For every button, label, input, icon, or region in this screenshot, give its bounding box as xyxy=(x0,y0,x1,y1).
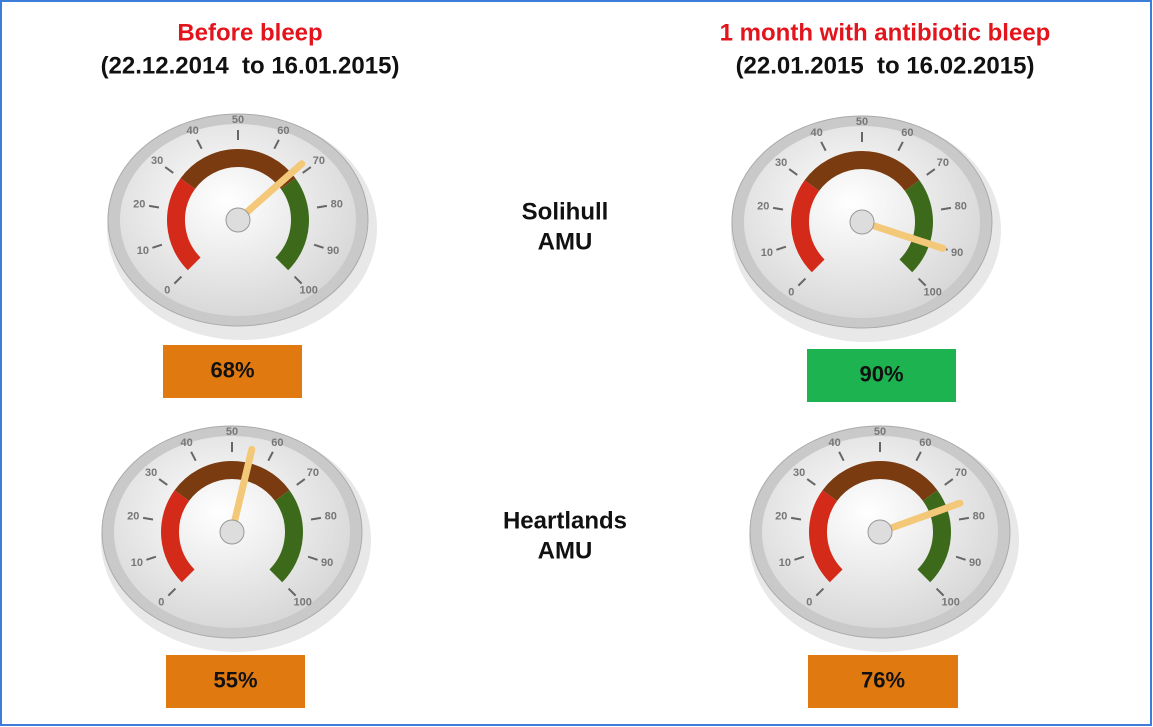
gauge-tick-label: 80 xyxy=(955,200,967,212)
gauge-tick-label: 20 xyxy=(133,198,145,210)
gauge-tick-label: 50 xyxy=(232,114,244,126)
gauge-tick-label: 100 xyxy=(942,597,960,609)
gauge-tick-label: 50 xyxy=(874,426,886,438)
gauge-tick-label: 100 xyxy=(924,287,942,299)
gauge-tick-label: 0 xyxy=(158,597,164,609)
gauge-tick-label: 10 xyxy=(779,557,791,569)
gauge-tick-label: 90 xyxy=(321,557,333,569)
gauge-tick-label: 10 xyxy=(137,245,149,257)
row-label: Solihull xyxy=(522,198,609,225)
gauge-tick-label: 90 xyxy=(969,557,981,569)
value-label: 55% xyxy=(213,667,257,692)
gauge-tick-label: 50 xyxy=(856,116,868,128)
gauge-tick-label: 40 xyxy=(810,127,822,139)
gauge-tick-label: 0 xyxy=(806,597,812,609)
gauge-tick-label: 50 xyxy=(226,426,238,438)
gauge-tick-label: 90 xyxy=(951,247,963,259)
gauge-hub xyxy=(850,210,874,234)
gauge-tick-label: 0 xyxy=(788,287,794,299)
gauge-tick-label: 20 xyxy=(775,510,787,522)
gauge-tick-label: 100 xyxy=(300,285,318,297)
gauge-tick-label: 0 xyxy=(164,285,170,297)
column-title: 1 month with antibiotic bleep xyxy=(720,19,1051,46)
gauge-tick-label: 10 xyxy=(131,557,143,569)
gauge-hub xyxy=(220,520,244,544)
value-label: 76% xyxy=(861,667,905,692)
value-label: 68% xyxy=(210,357,254,382)
gauge-tick-label: 30 xyxy=(775,157,787,169)
gauge-tick-label: 100 xyxy=(294,597,312,609)
gauge-tick-label: 80 xyxy=(325,510,337,522)
gauge-tick-label: 80 xyxy=(973,510,985,522)
gauge-tick-label: 60 xyxy=(271,437,283,449)
row-label: Heartlands xyxy=(503,507,627,534)
slide: Before bleep (22.12.2014 to 16.01.2015) … xyxy=(0,0,1153,727)
gauge-tick-label: 30 xyxy=(793,467,805,479)
gauge-tick-label: 90 xyxy=(327,245,339,257)
gauge-tick-label: 30 xyxy=(151,155,163,167)
column-dates: (22.01.2015 to 16.02.2015) xyxy=(736,52,1035,79)
gauge-tick-label: 30 xyxy=(145,467,157,479)
gauge-tick-label: 70 xyxy=(955,467,967,479)
column-dates: (22.12.2014 to 16.01.2015) xyxy=(101,52,400,79)
row-label: AMU xyxy=(538,537,593,564)
gauge-tick-label: 60 xyxy=(919,437,931,449)
gauge-tick-label: 70 xyxy=(307,467,319,479)
gauge-tick-label: 20 xyxy=(757,200,769,212)
gauge-tick-label: 70 xyxy=(313,155,325,167)
value-label: 90% xyxy=(859,361,903,386)
gauge-tick-label: 80 xyxy=(331,198,343,210)
gauge-tick-label: 70 xyxy=(937,157,949,169)
gauge-tick-label: 40 xyxy=(828,437,840,449)
gauge-hub xyxy=(868,520,892,544)
row-label: AMU xyxy=(538,228,593,255)
gauge-tick-label: 40 xyxy=(186,125,198,137)
gauge-tick-label: 60 xyxy=(277,125,289,137)
gauge-tick-label: 20 xyxy=(127,510,139,522)
gauge-tick-label: 40 xyxy=(180,437,192,449)
gauge-tick-label: 60 xyxy=(901,127,913,139)
gauge-tick-label: 10 xyxy=(761,247,773,259)
column-title: Before bleep xyxy=(177,19,322,46)
gauge-hub xyxy=(226,208,250,232)
